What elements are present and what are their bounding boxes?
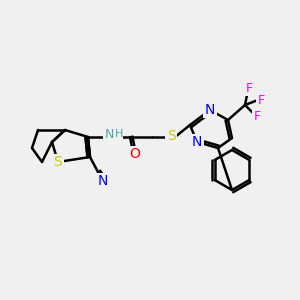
Text: S: S bbox=[54, 155, 62, 169]
Text: O: O bbox=[130, 147, 140, 161]
Text: F: F bbox=[254, 110, 261, 122]
Text: N: N bbox=[205, 103, 215, 117]
Text: H: H bbox=[115, 129, 123, 139]
Text: S: S bbox=[167, 129, 176, 143]
Text: N: N bbox=[98, 174, 108, 188]
Text: F: F bbox=[245, 82, 253, 94]
Text: N: N bbox=[104, 128, 114, 140]
Text: N: N bbox=[192, 135, 202, 149]
Text: F: F bbox=[257, 94, 265, 106]
